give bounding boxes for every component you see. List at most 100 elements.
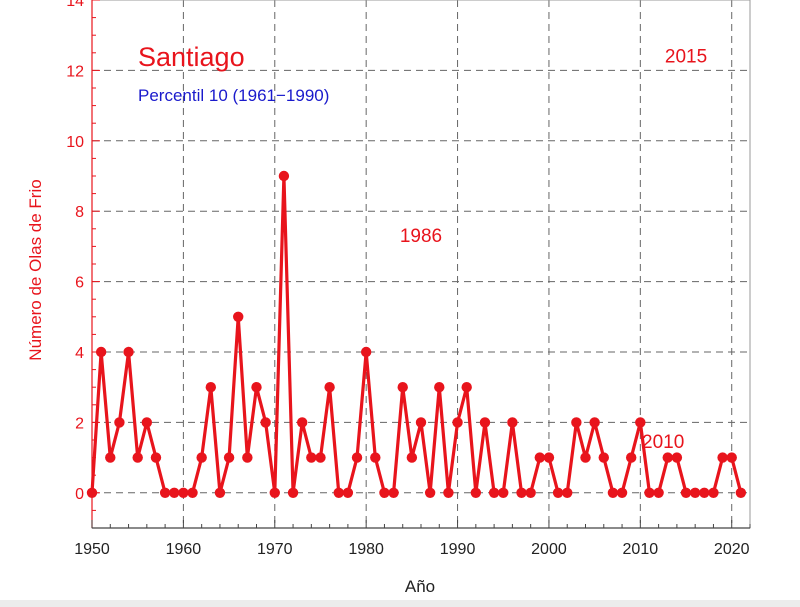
data-point [360,346,372,358]
data-point [178,487,189,498]
data-point [452,417,463,428]
data-point [470,487,482,498]
data-point [543,452,555,463]
data-point [251,382,262,393]
y-tick-label: 0 [75,486,84,503]
y-tick-label: 14 [66,0,84,10]
data-point [488,487,500,498]
x-tick-label: 1960 [166,541,202,558]
data-point [662,452,673,463]
data-point [689,487,701,498]
y-tick-label: 4 [75,345,84,362]
data-point [150,452,162,463]
data-point [388,487,399,498]
annotations: 2015 1986 2010 [400,46,707,452]
data-point [406,452,418,463]
data-point [635,417,646,428]
data-point [132,452,143,463]
data-point [242,452,253,463]
data-point [708,487,719,498]
y-tick-label: 12 [66,63,84,80]
data-point [680,487,692,498]
data-point [95,346,107,358]
data-point [589,417,600,428]
x-tick-label: 1990 [440,541,476,558]
data-point [342,487,354,498]
data-point [205,382,217,393]
series-line [90,174,743,495]
y-tick-label: 2 [75,415,84,432]
x-tick-label: 2020 [714,541,750,558]
data-point [644,487,655,498]
y-tick-label: 6 [75,275,84,292]
data-point [86,487,98,498]
data-point [443,487,454,498]
data-point [169,487,180,498]
series [86,170,747,498]
data-point [397,382,408,393]
data-point [260,417,271,428]
x-tick-label: 2000 [531,541,567,558]
y-tick-label: 10 [66,134,84,151]
data-point [616,487,628,498]
data-point [141,417,153,428]
data-point [351,452,363,463]
data-point [415,417,427,428]
data-point [607,487,619,498]
data-point [552,487,564,498]
data-point [699,487,710,498]
data-point [625,452,637,463]
x-axis-label: Año [405,577,435,596]
x-tick-label: 1970 [257,541,293,558]
y-tick-label: 8 [75,204,84,221]
data-point [534,452,546,463]
data-point [653,487,664,498]
data-point [114,417,125,428]
data-point [370,452,381,463]
annotation-label: 1986 [400,226,442,247]
data-point [214,487,226,498]
data-point [498,487,509,498]
data-point [717,452,728,463]
data-point [562,487,573,498]
data-point [525,487,536,498]
data-point [461,382,472,393]
data-point [571,417,582,428]
data-point [671,452,683,463]
x-axis: 1950 1960 1970 1980 1990 2000 2010 2020 [74,520,751,558]
data-point [516,487,527,498]
data-point [479,417,491,428]
data-point [223,452,235,463]
data-point [424,487,436,498]
data-point [296,417,308,428]
data-point [306,452,317,463]
data-point [598,452,609,463]
data-point [379,487,390,498]
data-point [287,487,299,498]
data-point [315,452,326,463]
data-point [269,487,280,498]
data-point [726,452,737,463]
data-point [159,487,171,498]
x-tick-label: 2010 [623,541,659,558]
data-point [580,452,591,463]
data-point [278,170,290,182]
x-tick-label: 1980 [348,541,384,558]
window-bottom-strip [0,600,800,607]
data-point [434,382,445,393]
data-point [735,487,747,498]
data-point [105,452,116,463]
annotation-label: 2010 [642,432,684,453]
data-point [123,346,134,358]
data-point [333,487,344,498]
chart-subtitle: Percentil 10 (1961−1990) [138,86,329,105]
data-point [196,452,207,463]
chart-title: Santiago [138,42,245,72]
data-point [507,417,518,428]
data-point [233,311,244,322]
data-point [324,382,335,393]
annotation-label: 2015 [665,46,707,67]
y-axis-label: Número de Olas de Frio [26,179,45,360]
data-point [187,487,198,498]
